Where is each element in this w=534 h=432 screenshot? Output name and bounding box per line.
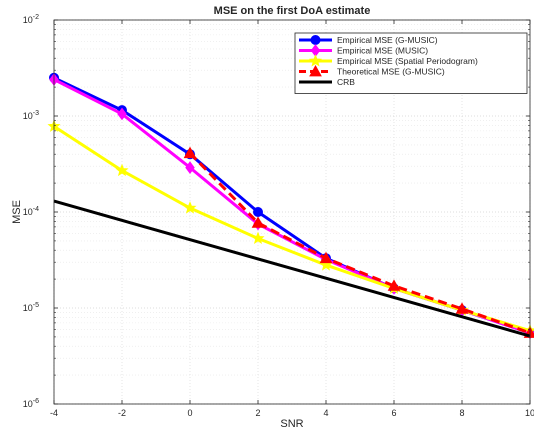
x-tick-label: 10 — [525, 408, 534, 418]
data-point — [319, 251, 333, 264]
data-point — [251, 231, 265, 245]
data-point — [117, 107, 127, 121]
data-point — [253, 207, 263, 217]
y-tick-label: 10-6 — [23, 398, 39, 409]
legend-label: CRB — [337, 77, 355, 87]
axis-ticks: -4 -2 0 2 4 6 8 10 10-6 10-5 10-4 10-3 10-2 — [23, 14, 534, 418]
x-tick-label: 2 — [255, 408, 260, 418]
series-line — [53, 199, 531, 338]
x-tick-label: -4 — [50, 408, 58, 418]
series-layer — [47, 72, 534, 340]
x-tick-label: 6 — [391, 408, 396, 418]
y-tick-label: 10-4 — [23, 206, 39, 217]
y-axis-label: MSE — [11, 200, 23, 224]
data-point — [115, 163, 129, 177]
series-line — [188, 152, 531, 335]
y-tick-label: 10-2 — [23, 14, 39, 25]
legend-marker — [309, 64, 322, 77]
data-point — [387, 279, 401, 291]
legend-box — [294, 32, 528, 94]
y-tick-label: 10-3 — [23, 110, 39, 121]
legend-marker — [310, 35, 321, 45]
legend-label: Theoretical MSE (G-MUSIC) — [337, 67, 445, 77]
chart-title: MSE on the first DoA estimate — [214, 5, 371, 17]
legend-marker — [308, 54, 323, 67]
data-point — [183, 146, 197, 159]
x-tick-label: -2 — [118, 408, 126, 418]
legend: Empirical MSE (G-MUSIC)Empirical MSE (MU… — [294, 32, 528, 94]
data-point — [455, 302, 469, 314]
data-point — [185, 161, 195, 174]
x-tick-label: 0 — [187, 408, 192, 418]
x-tick-label: 8 — [459, 408, 464, 418]
series-line — [53, 125, 531, 333]
data-point — [251, 216, 265, 228]
data-point — [183, 201, 197, 214]
x-tick-label: 4 — [323, 408, 328, 418]
x-axis-label: SNR — [280, 418, 303, 430]
legend-label: Empirical MSE (MUSIC) — [337, 46, 428, 56]
legend-label: Empirical MSE (Spatial Periodogram) — [337, 56, 478, 66]
y-tick-label: 10-5 — [23, 302, 39, 313]
data-point — [319, 258, 333, 271]
legend-label: Empirical MSE (G-MUSIC) — [337, 35, 438, 45]
